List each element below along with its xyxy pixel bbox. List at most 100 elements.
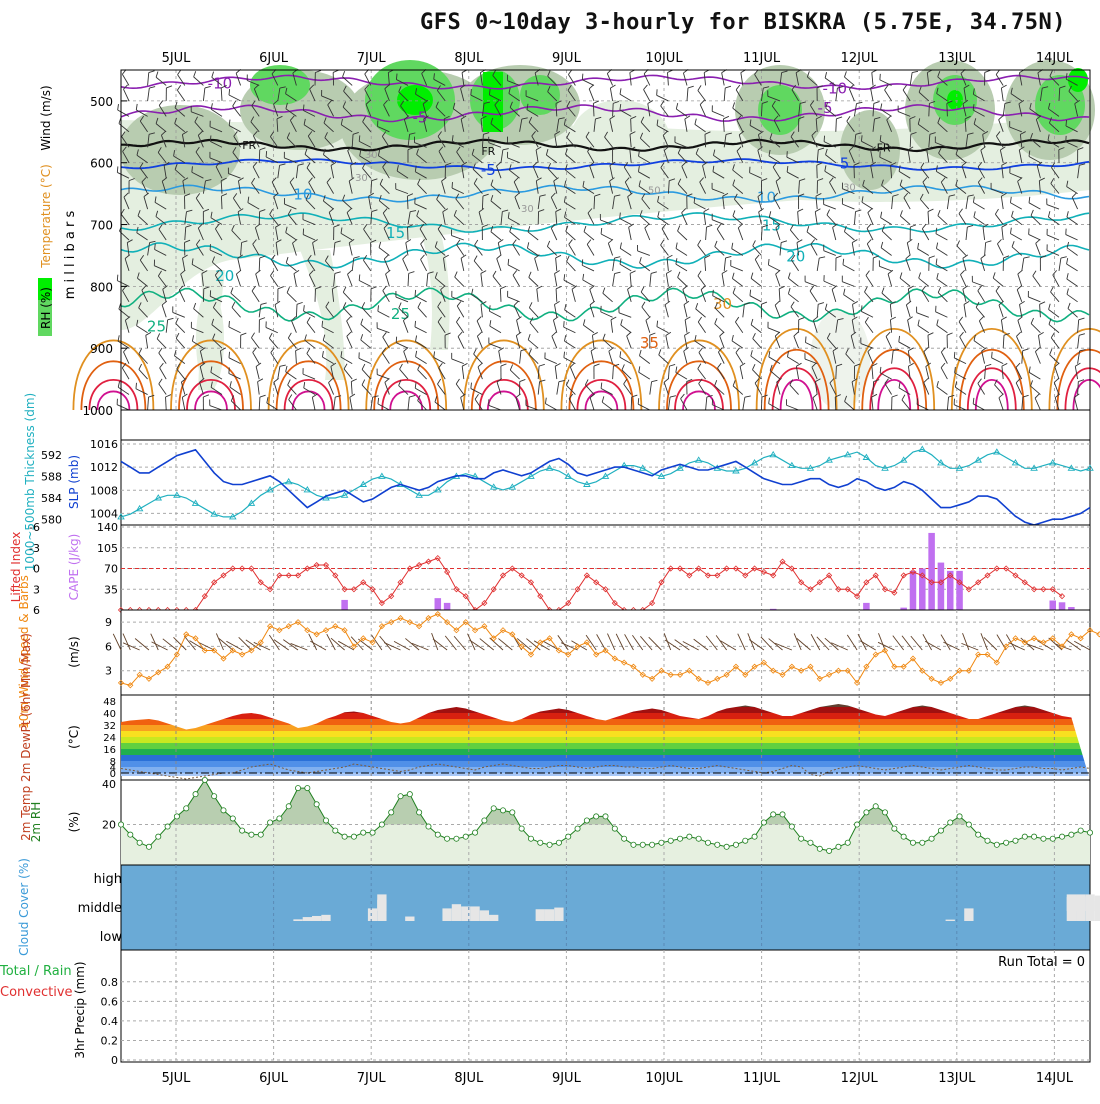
upper-ytick-label: 800 bbox=[90, 280, 113, 294]
wind-barb-flag bbox=[229, 352, 230, 358]
wind-barb-flag bbox=[192, 166, 193, 172]
rh-point bbox=[333, 828, 338, 833]
rh-point bbox=[929, 836, 934, 841]
rh-point bbox=[491, 806, 496, 811]
rh-point bbox=[547, 842, 552, 847]
temp-band bbox=[121, 767, 1090, 773]
wind-barb bbox=[594, 196, 595, 209]
temp-band bbox=[121, 731, 1090, 737]
rh-point bbox=[1069, 832, 1074, 837]
rh-point bbox=[854, 822, 859, 827]
rh-point bbox=[426, 824, 431, 829]
cape-bar bbox=[1049, 601, 1056, 610]
rh-point bbox=[659, 840, 664, 845]
rh-point bbox=[631, 842, 636, 847]
thickness-ytick-label: 584 bbox=[41, 492, 62, 505]
rh-point bbox=[118, 822, 123, 827]
wind-barb-flag bbox=[322, 321, 323, 327]
contour-label: 20 bbox=[215, 267, 234, 285]
top-xtick-label: 12JUL bbox=[841, 51, 879, 66]
rh-point bbox=[705, 840, 710, 845]
rh-point bbox=[538, 840, 543, 845]
cloud-mid-bar bbox=[303, 917, 312, 921]
rh-point bbox=[295, 785, 300, 790]
rh-point bbox=[379, 822, 384, 827]
rh-point bbox=[212, 794, 217, 799]
rh-point bbox=[771, 812, 776, 817]
temp-band bbox=[121, 737, 1090, 743]
wind-barb-flag bbox=[861, 305, 862, 311]
upper-ytick-label: 700 bbox=[90, 219, 113, 233]
wind-barb bbox=[407, 196, 408, 209]
wind-barb-flag bbox=[471, 89, 472, 95]
cloud-mid-bar bbox=[480, 910, 489, 921]
rh-point bbox=[165, 824, 170, 829]
wind-barb bbox=[593, 103, 594, 116]
rh-point bbox=[370, 830, 375, 835]
top-xtick-label: 10JUL bbox=[645, 51, 683, 66]
rh-point bbox=[286, 804, 291, 809]
wind-ytick-label: 6 bbox=[105, 640, 112, 653]
li-ytick-label: -3 bbox=[29, 542, 40, 555]
top-xtick-label: 8JUL bbox=[454, 51, 484, 66]
rh-point bbox=[472, 830, 477, 835]
rh-point bbox=[910, 840, 915, 845]
wind-barb-flag bbox=[638, 398, 639, 404]
upper-ytick-label: 1000 bbox=[82, 404, 113, 418]
rh-point bbox=[407, 792, 412, 797]
cloud-mid-bar bbox=[442, 908, 451, 921]
rh-point bbox=[351, 834, 356, 839]
top-xtick-label: 14JUL bbox=[1036, 51, 1074, 66]
cloud-high-bar bbox=[1085, 898, 1094, 911]
wind-barb-flag bbox=[119, 303, 121, 309]
bottom-xtick-label: 8JUL bbox=[454, 1071, 484, 1086]
rh-point bbox=[584, 818, 589, 823]
wind-barb-flag bbox=[954, 352, 955, 358]
rh-point bbox=[202, 777, 207, 782]
thickness-ytick-label: 580 bbox=[41, 514, 62, 527]
upper-ylabel: m i l l i b a r s bbox=[63, 211, 78, 300]
contour-label: -5 bbox=[481, 161, 496, 179]
cloud-mid-bar bbox=[536, 909, 545, 921]
contour-label: 25 bbox=[391, 305, 410, 323]
rh-point bbox=[799, 836, 804, 841]
rh-point bbox=[314, 802, 319, 807]
bottom-xtick-label: 12JUL bbox=[841, 1071, 879, 1086]
wind-barb bbox=[259, 258, 260, 271]
temp-units-label: (°C) bbox=[67, 725, 81, 749]
rh-point bbox=[752, 834, 757, 839]
cloud-high-bar bbox=[377, 900, 386, 911]
rh-point bbox=[873, 804, 878, 809]
rh-point bbox=[174, 814, 179, 819]
wind-barb-flag bbox=[303, 105, 304, 111]
surface-wind-barb bbox=[113, 634, 121, 650]
rh-point bbox=[761, 820, 766, 825]
rh-point bbox=[1078, 828, 1083, 833]
temp-band bbox=[121, 725, 1090, 731]
cloud-mid-bar bbox=[293, 919, 302, 921]
rh-ytick-label: 40 bbox=[102, 778, 116, 791]
precip-convective-label: Convective bbox=[0, 985, 73, 1000]
precip-ytick-label: 0.2 bbox=[101, 1034, 119, 1047]
cape-bar bbox=[910, 571, 917, 610]
temp-ytick-label: 24 bbox=[103, 733, 116, 744]
cloud-panel bbox=[121, 865, 1090, 950]
cloud-mid-bar bbox=[405, 917, 414, 921]
contour-label: FR bbox=[242, 139, 256, 152]
wind-barb bbox=[613, 103, 614, 116]
thickness-ytick-label: 592 bbox=[41, 449, 62, 462]
rh-point bbox=[128, 832, 133, 837]
precip-ylabel: 3hr Precip (mm) bbox=[73, 961, 87, 1058]
cape-ytick-label: 140 bbox=[97, 521, 118, 534]
rh-point bbox=[566, 834, 571, 839]
bottom-xtick-label: 5JUL bbox=[162, 1071, 192, 1086]
rh-point bbox=[445, 836, 450, 841]
rh-point bbox=[957, 814, 962, 819]
wind-barb bbox=[836, 366, 837, 379]
rh-point bbox=[435, 832, 440, 837]
slp-ytick-label: 1008 bbox=[90, 484, 118, 497]
wind-barb-flag bbox=[210, 135, 211, 141]
wind-barb bbox=[259, 150, 260, 163]
temp-ytick-label: 48 bbox=[103, 697, 116, 708]
rh-point bbox=[361, 830, 366, 835]
